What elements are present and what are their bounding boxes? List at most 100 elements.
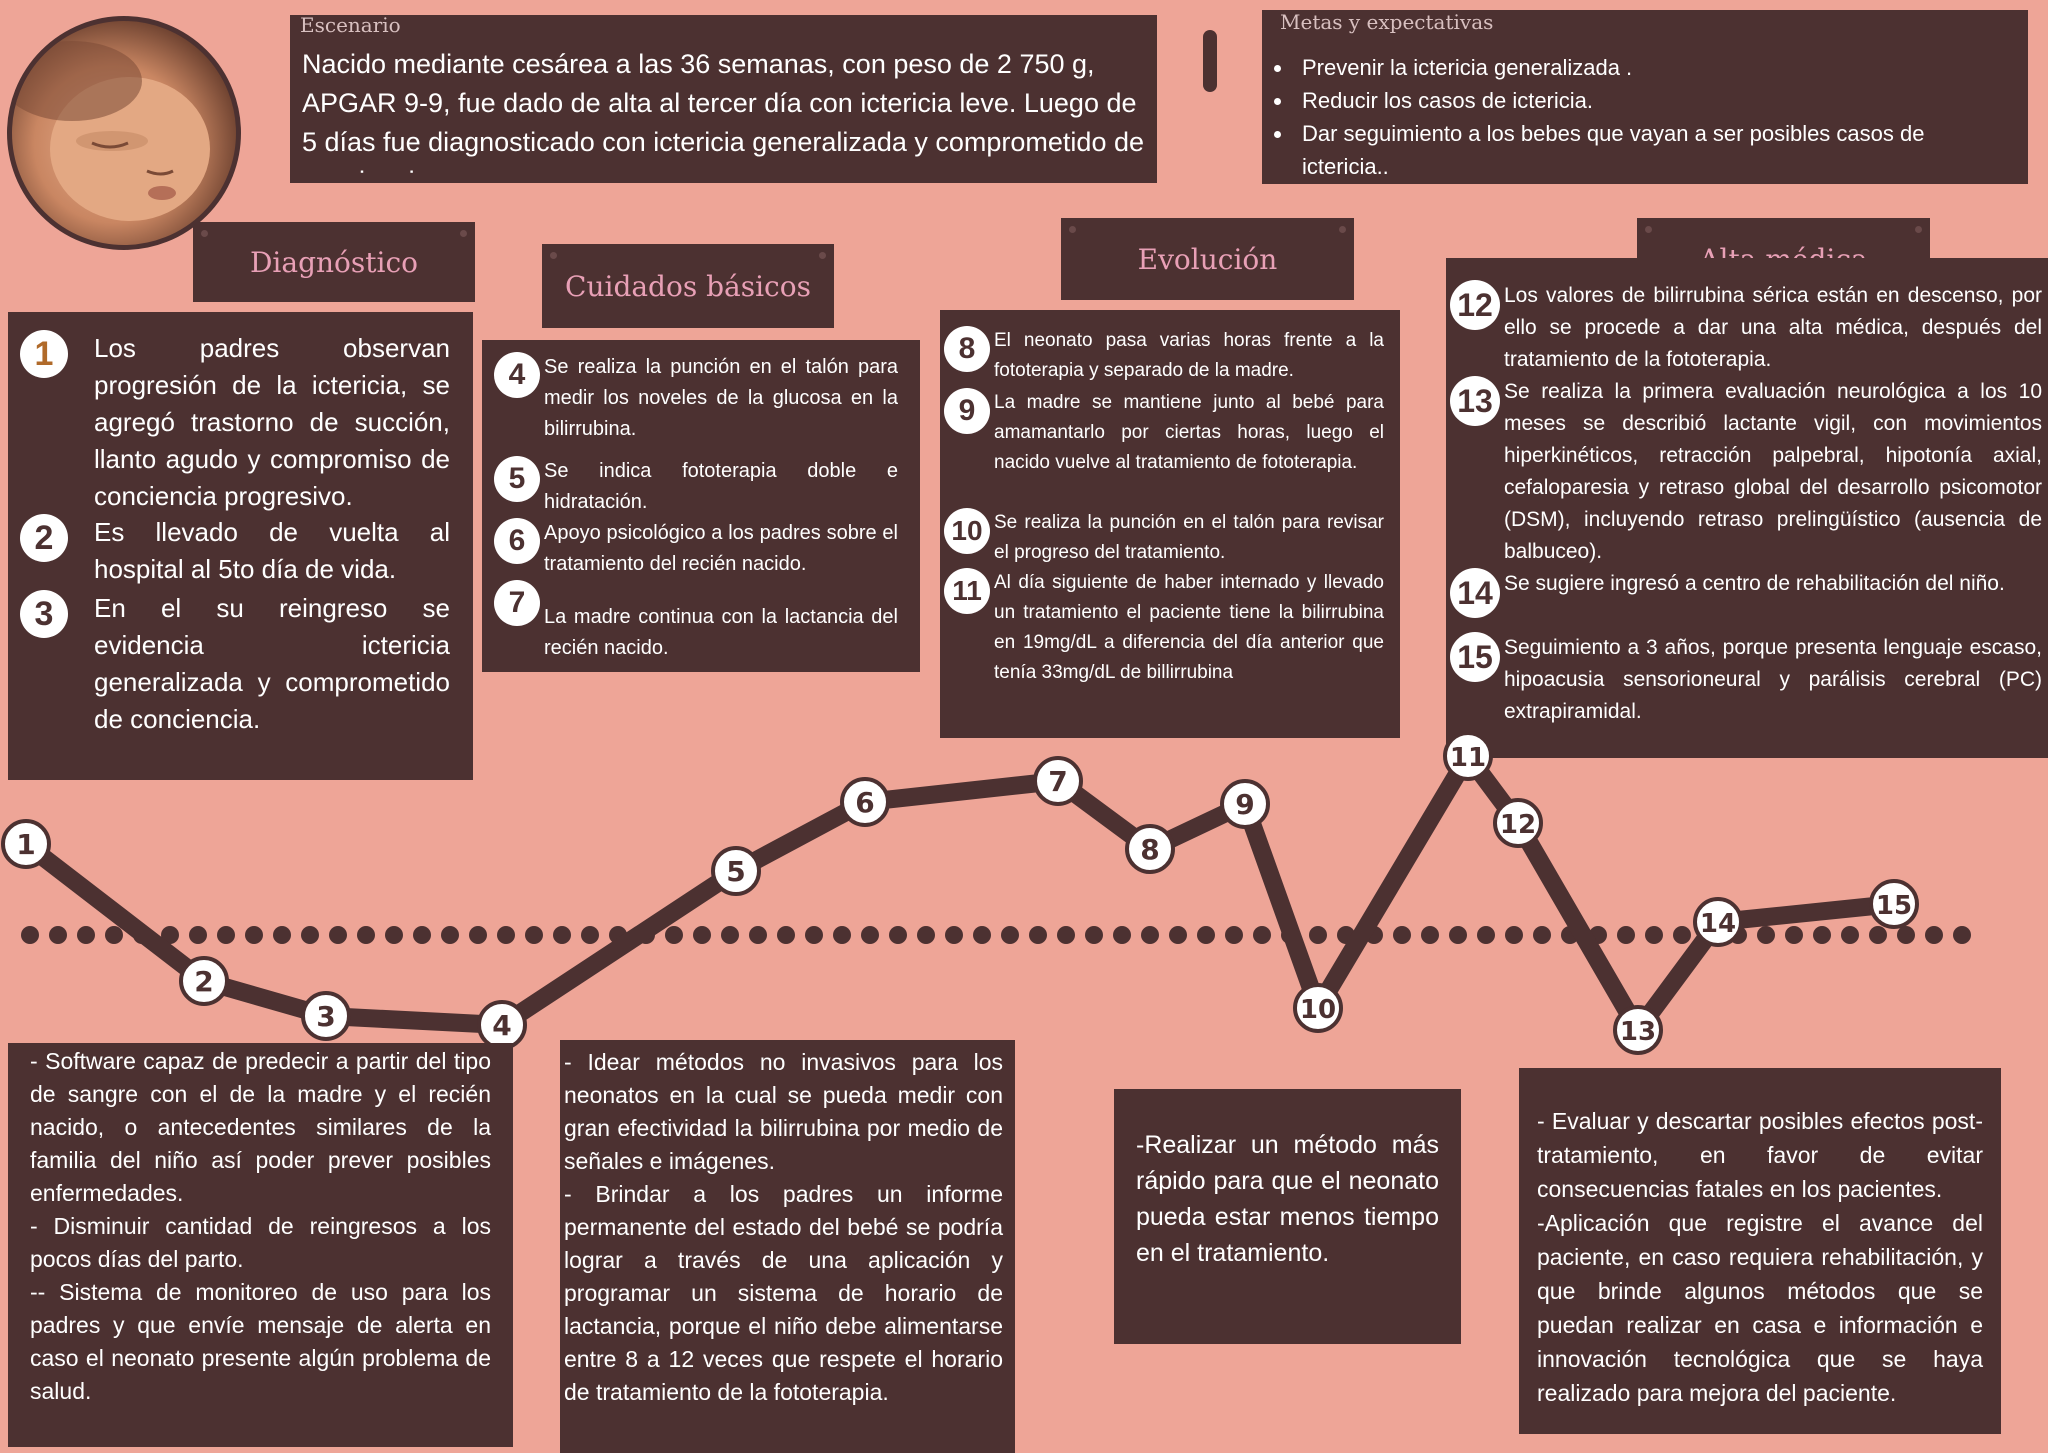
- scenario-text: Nacido mediante cesárea a las 36 semanas…: [302, 49, 1144, 175]
- timeline-dot: [1169, 926, 1187, 944]
- timeline-dot: [637, 926, 655, 944]
- goal-item: Prevenir la ictericia generalizada .: [1294, 51, 1968, 84]
- timeline-point: 1: [1, 819, 51, 869]
- timeline-point-marker: [1220, 779, 1270, 829]
- timeline-point: 6: [840, 777, 890, 827]
- timeline-dot: [973, 926, 991, 944]
- timeline-point-marker: [711, 846, 761, 896]
- timeline-dot: [693, 926, 711, 944]
- proposals-text-4: - Evaluar y descartar posibles efectos p…: [1537, 1108, 1983, 1406]
- timeline-dot: [469, 926, 487, 944]
- step-badge: 11: [944, 568, 990, 614]
- timeline-dot: [1505, 926, 1523, 944]
- timeline-dot: [189, 926, 207, 944]
- timeline-dot: [77, 926, 95, 944]
- alta-item: Seguimiento a 3 años, porque presenta le…: [1504, 636, 2042, 723]
- timeline-dot: [861, 926, 879, 944]
- timeline-dot: [1673, 926, 1691, 944]
- timeline-dot: [777, 926, 795, 944]
- timeline-point-marker: [1493, 798, 1543, 848]
- timeline-dot: [413, 926, 431, 944]
- alta-panel: 12 Los valores de bilirrubina sérica est…: [1446, 258, 2048, 758]
- timeline-dot: [1785, 926, 1803, 944]
- timeline-dot: [1337, 926, 1355, 944]
- timeline-baseline: [21, 926, 1971, 944]
- timeline-point-marker: [1693, 897, 1743, 947]
- timeline-point-marker: [1613, 1005, 1663, 1055]
- timeline-dot: [1617, 926, 1635, 944]
- timeline-dot: [245, 926, 263, 944]
- timeline-dot: [1309, 926, 1327, 944]
- goals-list: Prevenir la ictericia generalizada . Red…: [1262, 51, 1968, 183]
- step-badge: 8: [944, 326, 990, 372]
- timeline-dot: [1281, 926, 1299, 944]
- timeline-point-label: 8: [1140, 833, 1159, 866]
- timeline-dot: [497, 926, 515, 944]
- timeline-dot: [609, 926, 627, 944]
- timeline-point-marker: [1, 819, 51, 869]
- diagnostico-panel: 1 Los padres observan progresión de la i…: [8, 312, 473, 780]
- timeline-point: 7: [1033, 756, 1083, 806]
- timeline-dot: [329, 926, 347, 944]
- header-diagnostico: Diagnóstico: [193, 222, 475, 302]
- proposals-box-4: - Evaluar y descartar posibles efectos p…: [1519, 1068, 2001, 1434]
- timeline-point-marker: [840, 777, 890, 827]
- timeline-dot: [889, 926, 907, 944]
- proposals-box-3: -Realizar un método más rápido para que …: [1114, 1089, 1461, 1344]
- timeline-dot: [21, 926, 39, 944]
- timeline-dot: [1365, 926, 1383, 944]
- timeline-dot: [665, 926, 683, 944]
- scenario-panel: Escenario Nacido mediante cesárea a las …: [290, 13, 1157, 183]
- step-badge: 7: [494, 580, 540, 626]
- timeline-dot: [1589, 926, 1607, 944]
- timeline-point-marker: [179, 956, 229, 1006]
- timeline-line: [17, 747, 1903, 1039]
- goals-panel: Metas y expectativas Prevenir la icteric…: [1262, 10, 2028, 184]
- goals-title: Metas y expectativas: [1280, 10, 1494, 34]
- evolucion-item: La madre se mantiene junto al bebé para …: [994, 392, 1384, 473]
- timeline-point: 10: [1293, 983, 1343, 1033]
- timeline-dot: [945, 926, 963, 944]
- timeline-point-label: 7: [1048, 765, 1067, 798]
- timeline-dot: [1477, 926, 1495, 944]
- timeline-dot: [301, 926, 319, 944]
- diagnostico-item: Los padres observan progresión de la ict…: [94, 333, 450, 511]
- timeline-point: 2: [179, 956, 229, 1006]
- evolucion-panel: 8 El neonato pasa varias horas frente a …: [940, 310, 1400, 738]
- evolucion-item: Al día siguiente de haber internado y ll…: [994, 572, 1384, 683]
- cuidados-item: Se realiza la punción en el talón para m…: [544, 356, 898, 440]
- header-cuidados: Cuidados básicos: [542, 244, 834, 328]
- timeline-dot: [1225, 926, 1243, 944]
- timeline-point-marker: [477, 1000, 527, 1050]
- timeline-point-marker: [301, 991, 351, 1041]
- timeline-dot: [1113, 926, 1131, 944]
- timeline-point: 12: [1493, 798, 1543, 848]
- timeline-point-label: 4: [492, 1009, 511, 1042]
- timeline-point: 4: [477, 1000, 527, 1050]
- alta-item: Se realiza la primera evaluación neuroló…: [1504, 380, 2042, 563]
- timeline-point: 8: [1125, 824, 1175, 874]
- timeline-dot: [1001, 926, 1019, 944]
- step-badge: 4: [494, 352, 540, 398]
- timeline-dot: [525, 926, 543, 944]
- timeline-dot: [357, 926, 375, 944]
- timeline-point: 5: [711, 846, 761, 896]
- timeline-dot: [1813, 926, 1831, 944]
- timeline-dot: [721, 926, 739, 944]
- step-badge: 14: [1450, 568, 1500, 618]
- timeline-point-label: 12: [1500, 810, 1536, 840]
- step-badge: 9: [944, 388, 990, 434]
- timeline-point-label: 15: [1876, 891, 1912, 921]
- proposals-text-3: -Realizar un método más rápido para que …: [1136, 1131, 1439, 1267]
- timeline-point-marker: [1125, 824, 1175, 874]
- timeline-dot: [1449, 926, 1467, 944]
- cuidados-panel: 4 Se realiza la punción en el talón para…: [482, 340, 920, 672]
- step-badge: 6: [494, 518, 540, 564]
- timeline-dot: [805, 926, 823, 944]
- cuidados-item: Se indica fototerapia doble e hidratació…: [544, 460, 898, 513]
- timeline-dot: [917, 926, 935, 944]
- step-badge: 13: [1450, 376, 1500, 426]
- step-badge: 5: [494, 456, 540, 502]
- step-badge: 2: [20, 514, 68, 562]
- timeline-point-label: 14: [1700, 909, 1736, 939]
